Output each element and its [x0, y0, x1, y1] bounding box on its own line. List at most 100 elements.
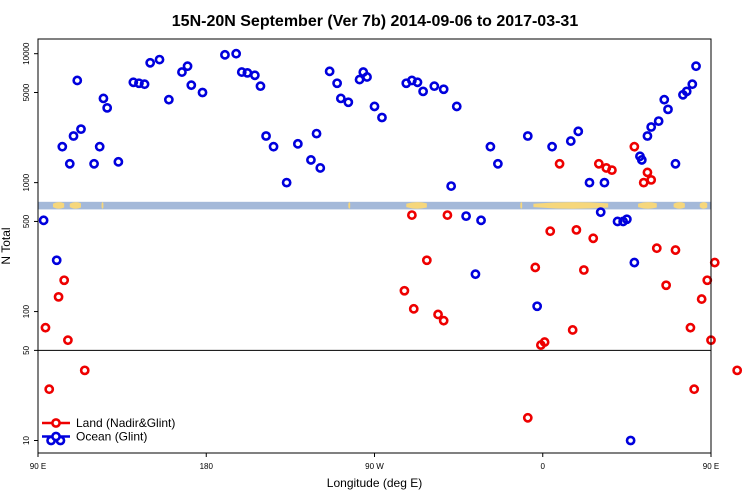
- legend-label: Land (Nadir&Glint): [76, 416, 175, 430]
- ocean-point: [377, 112, 387, 123]
- ocean-point: [281, 177, 292, 188]
- ocean-point: [268, 141, 279, 152]
- ocean-point: [292, 138, 303, 149]
- ocean-point: [68, 131, 79, 141]
- ocean-point: [653, 116, 664, 127]
- land-point: [588, 233, 599, 244]
- ocean-point: [186, 80, 197, 91]
- ocean-point: [625, 435, 636, 446]
- ocean-point: [532, 301, 543, 312]
- land-point: [79, 365, 90, 376]
- land-point: [689, 384, 700, 395]
- land-point: [661, 280, 672, 291]
- ocean-point: [362, 72, 372, 82]
- land-point: [522, 412, 533, 423]
- ocean-point: [691, 61, 701, 72]
- map-land: [520, 202, 523, 209]
- ocean-point: [324, 66, 335, 77]
- land-point: [421, 255, 432, 266]
- x-axis-label: Longitude (deg E): [327, 476, 422, 490]
- ocean-point: [139, 79, 150, 90]
- ocean-point: [335, 93, 346, 104]
- ocean-point: [418, 86, 429, 97]
- land-point: [629, 141, 640, 152]
- map-land: [69, 202, 81, 209]
- ocean-point: [128, 77, 139, 88]
- ocean-point: [261, 131, 271, 141]
- land-point: [651, 243, 662, 254]
- ocean-point: [681, 86, 692, 97]
- x-tick-label: 90 W: [365, 462, 384, 471]
- ocean-point: [51, 255, 62, 266]
- ocean-point: [182, 61, 193, 72]
- y-tick-label: 50: [22, 345, 31, 354]
- land-point: [732, 365, 743, 376]
- ocean-point: [492, 158, 503, 169]
- ocean-point: [102, 102, 113, 113]
- legend: Land (Nadir&Glint)Ocean (Glint): [42, 416, 175, 444]
- map-land: [348, 202, 351, 209]
- ocean-point: [670, 158, 681, 169]
- ocean-point: [89, 158, 99, 169]
- land-point: [40, 322, 51, 333]
- y-tick-label: 5000: [22, 83, 31, 101]
- ocean-point: [461, 211, 472, 222]
- land-point: [433, 309, 443, 320]
- x-axis-ticks: 90 E 180 90 W 0 90 E: [30, 453, 719, 471]
- ocean-point: [255, 81, 266, 92]
- land-point: [530, 262, 541, 273]
- ocean-point: [145, 57, 156, 68]
- ocean-point: [249, 70, 260, 81]
- ocean-point: [57, 141, 68, 152]
- ocean-point: [369, 101, 380, 112]
- y-tick-label: 100: [22, 304, 31, 318]
- ocean-point: [642, 131, 653, 141]
- ocean-point: [154, 54, 165, 65]
- ocean-point: [446, 181, 457, 191]
- ocean-point: [98, 93, 109, 104]
- ocean-point: [595, 207, 606, 218]
- y-axis-ticks: 10 50 100 500 1000 5000 10000: [22, 42, 38, 445]
- land-point: [63, 335, 73, 346]
- ocean-point: [599, 177, 610, 188]
- y-tick-label: 1000: [22, 173, 31, 191]
- ocean-point: [565, 136, 576, 146]
- map-land: [52, 202, 65, 209]
- ocean-point: [113, 156, 124, 167]
- ocean-point: [687, 79, 698, 90]
- map-land: [638, 202, 657, 209]
- land-point: [685, 322, 696, 333]
- ocean-point: [621, 214, 632, 225]
- land-point: [607, 165, 617, 176]
- land-point: [567, 325, 578, 335]
- ocean-point: [236, 67, 247, 77]
- ocean-point: [134, 78, 144, 89]
- land-point: [646, 174, 657, 185]
- land-point: [554, 158, 565, 169]
- land-point: [571, 224, 582, 235]
- ocean-point: [220, 49, 230, 60]
- land-point: [438, 315, 449, 326]
- ocean-point: [231, 48, 242, 59]
- land-point: [642, 167, 653, 178]
- land-point: [59, 275, 70, 286]
- ocean-point: [584, 177, 595, 188]
- y-tick-label: 500: [22, 214, 31, 228]
- land-point: [44, 384, 55, 395]
- chart-title: 15N-20N September (Ver 7b) 2014-09-06 to…: [172, 13, 579, 30]
- ocean-point: [451, 101, 462, 112]
- ocean-point: [636, 155, 647, 165]
- ocean-point: [64, 158, 75, 169]
- land-point: [593, 158, 604, 169]
- ocean-point: [522, 131, 533, 141]
- map-land: [699, 202, 708, 209]
- map-land: [406, 202, 427, 209]
- land-point: [53, 291, 64, 302]
- data-points: [38, 48, 743, 446]
- x-tick-label: 90 E: [30, 462, 46, 471]
- land-point: [406, 210, 417, 220]
- ocean-point: [663, 104, 673, 115]
- ocean-point: [315, 163, 326, 173]
- x-tick-label: 0: [541, 462, 546, 471]
